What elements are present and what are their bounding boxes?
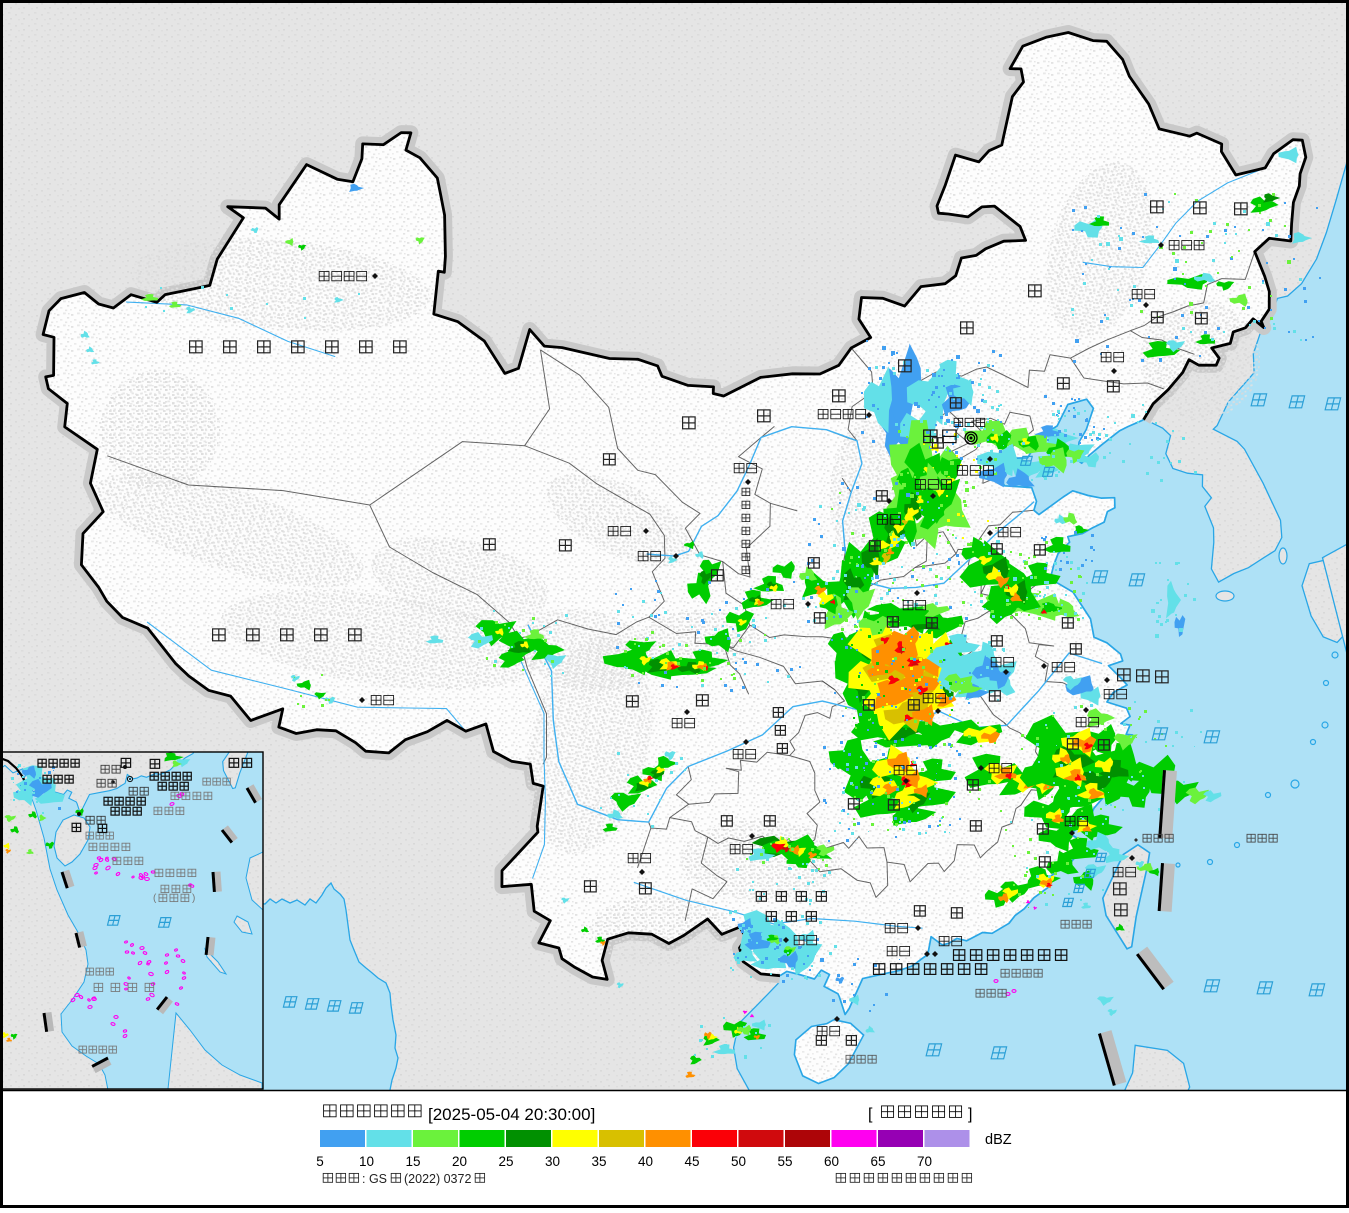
svg-text:30: 30 — [545, 1154, 560, 1169]
svg-text:60: 60 — [824, 1154, 839, 1169]
svg-text:(: ( — [153, 893, 157, 904]
svg-text:50: 50 — [731, 1154, 746, 1169]
svg-text:10: 10 — [359, 1154, 374, 1169]
svg-text:25: 25 — [498, 1154, 513, 1169]
svg-text:[2025-05-04 20:30:00]: [2025-05-04 20:30:00] — [428, 1105, 595, 1124]
svg-text:65: 65 — [870, 1154, 885, 1169]
svg-text:70: 70 — [917, 1154, 932, 1169]
svg-text:15: 15 — [405, 1154, 420, 1169]
svg-text:]: ] — [968, 1106, 972, 1123]
svg-text:: GS: : GS — [362, 1172, 387, 1186]
svg-text:5: 5 — [316, 1154, 324, 1169]
svg-text:dBZ: dBZ — [985, 1132, 1012, 1148]
svg-text:35: 35 — [591, 1154, 606, 1169]
svg-text:): ) — [192, 893, 195, 904]
svg-text:20: 20 — [452, 1154, 467, 1169]
svg-text:(2022) 0372: (2022) 0372 — [404, 1172, 471, 1186]
svg-text:45: 45 — [684, 1154, 699, 1169]
svg-text:55: 55 — [777, 1154, 792, 1169]
svg-text:40: 40 — [638, 1154, 653, 1169]
svg-text:[: [ — [868, 1106, 873, 1123]
